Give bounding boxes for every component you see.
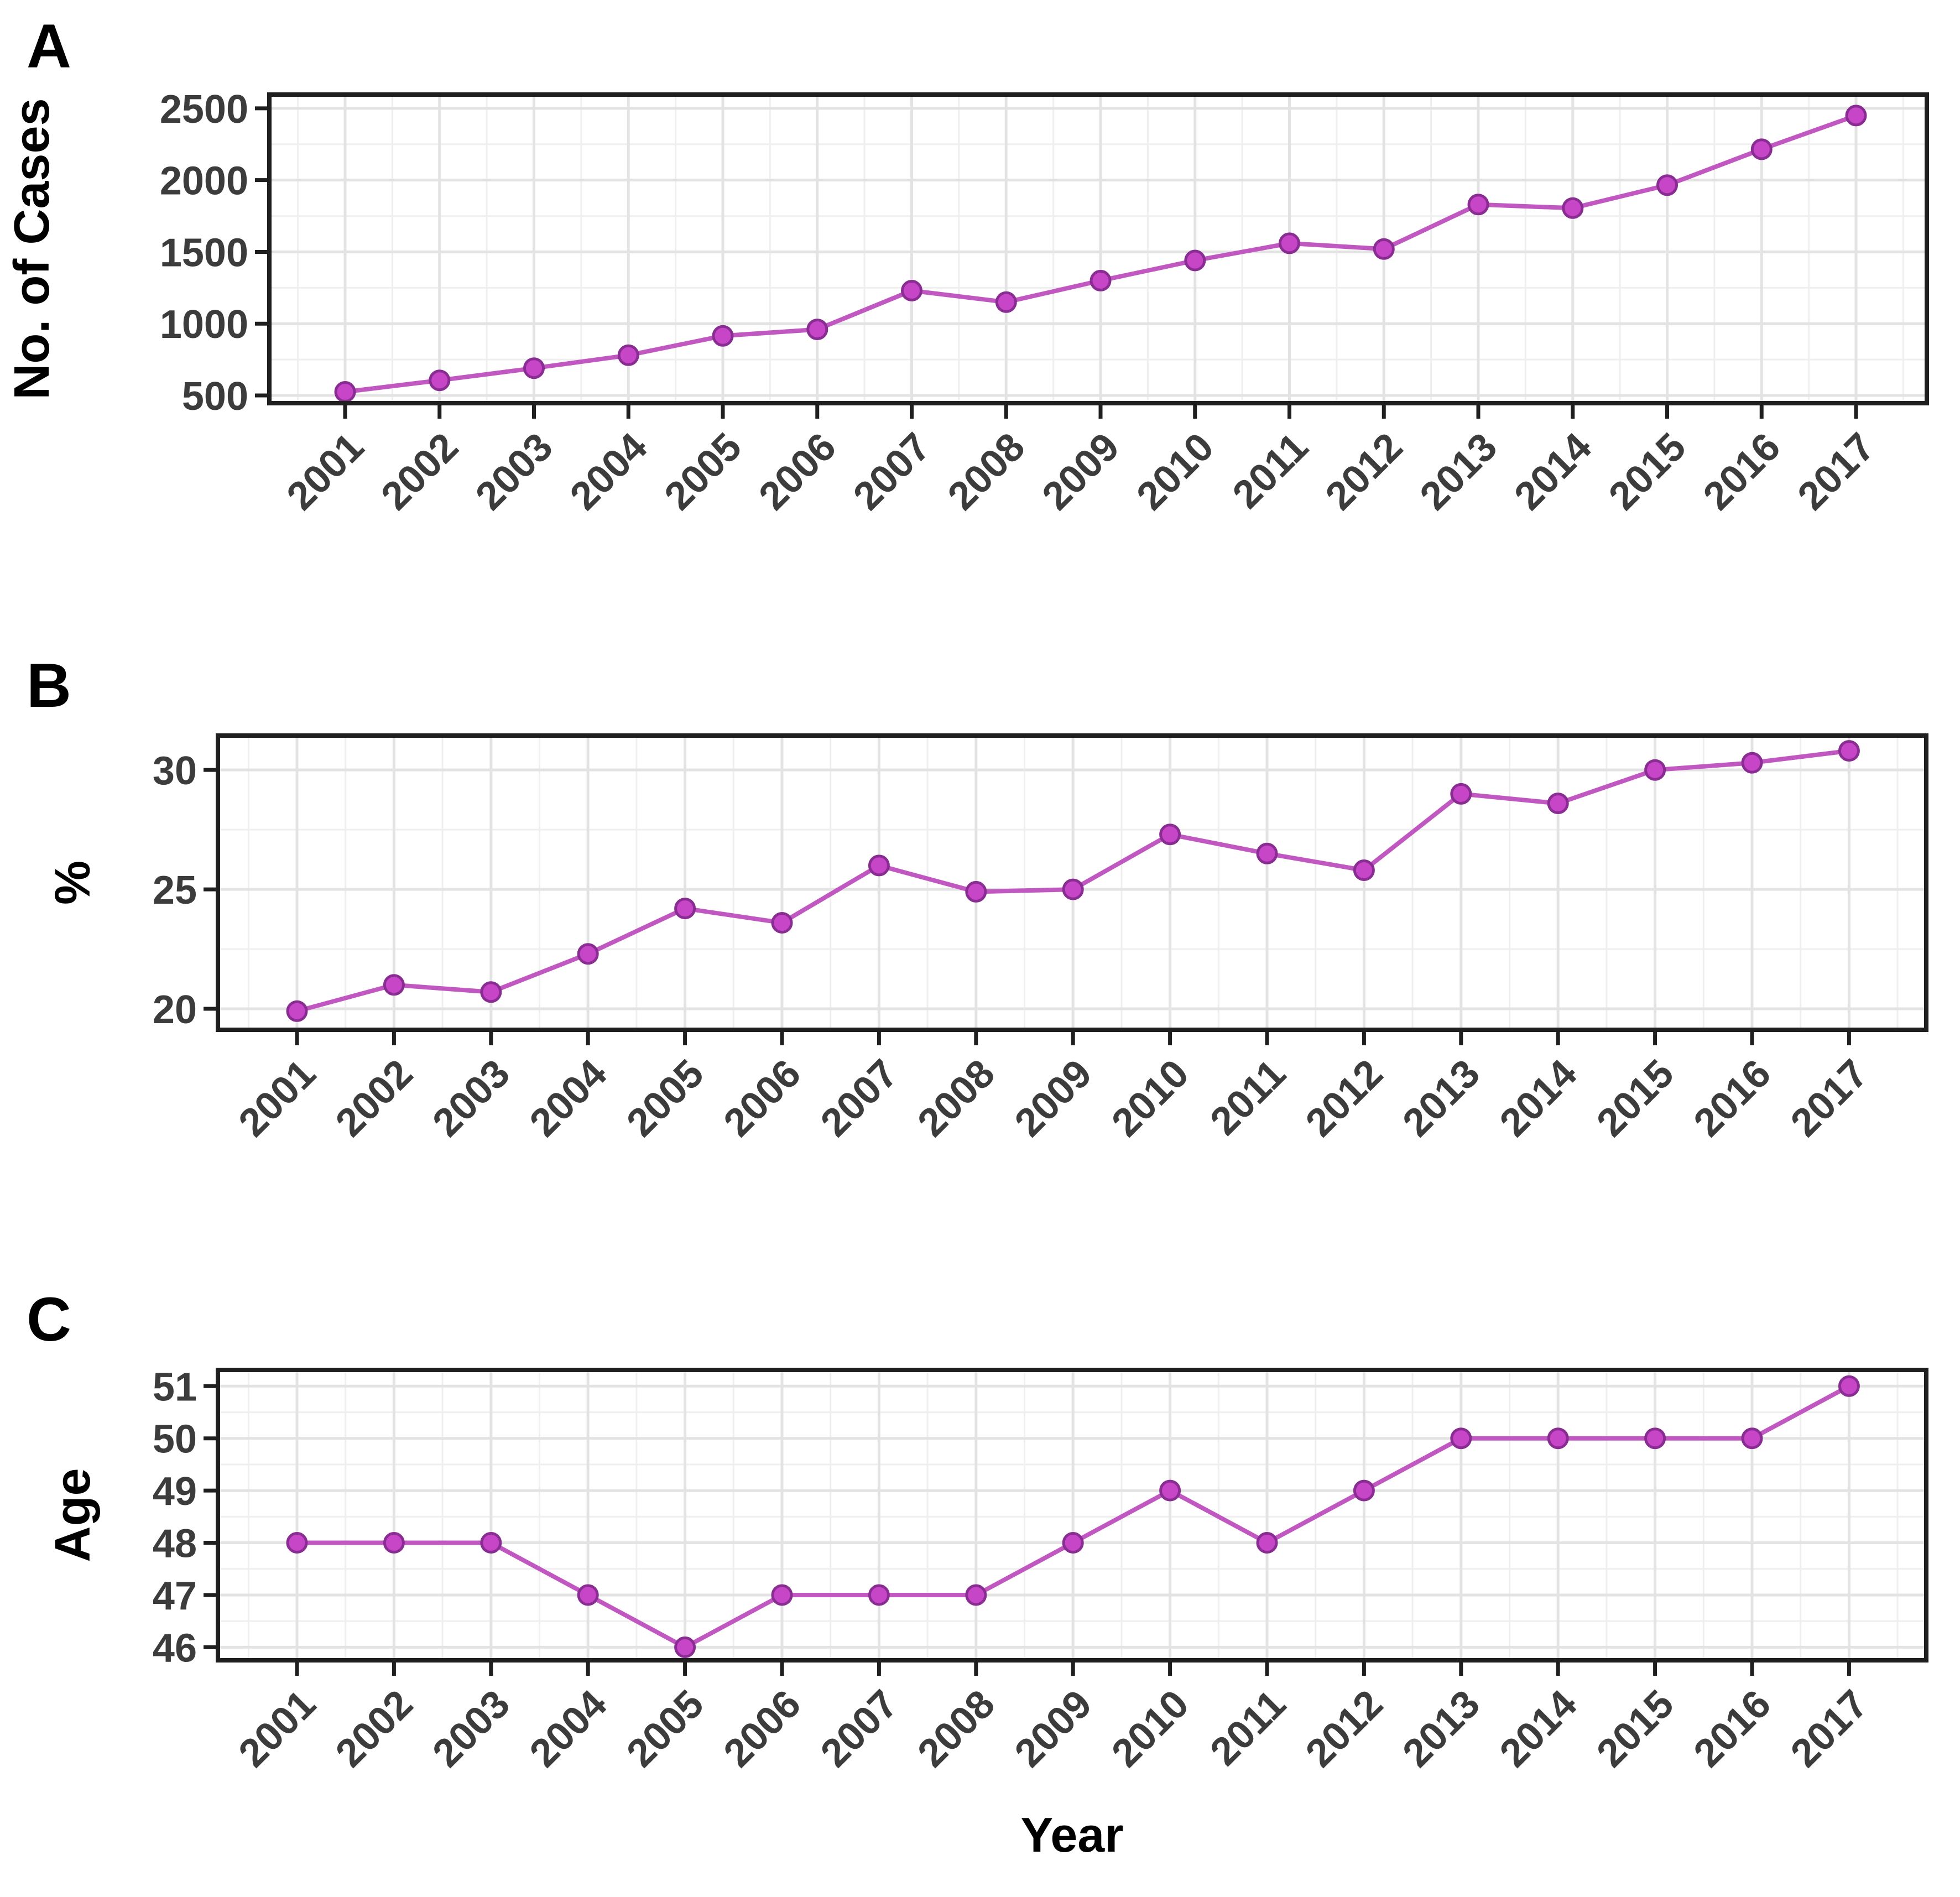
data-point — [1547, 793, 1569, 815]
y-tick-label: 47 — [153, 1574, 197, 1618]
y-axis: 20 25 30 — [153, 749, 217, 1032]
data-point — [1845, 105, 1867, 127]
panel-letter: A — [27, 12, 71, 81]
y-tick-label: 30 — [153, 749, 197, 793]
data-point — [577, 1584, 599, 1606]
data-point — [674, 898, 696, 920]
data-point — [1159, 1479, 1181, 1502]
data-point — [1184, 249, 1206, 272]
data-point — [480, 981, 502, 1003]
y-axis-title: Age — [45, 1468, 101, 1562]
y-tick-label: 2000 — [160, 159, 248, 204]
y-tick-label: 2500 — [160, 87, 248, 132]
data-point — [965, 880, 987, 903]
data-point — [383, 974, 405, 996]
grid-minor — [269, 95, 1927, 403]
data-point — [286, 1000, 308, 1022]
panel-letter: C — [27, 1285, 71, 1354]
data-point — [1450, 783, 1472, 805]
y-tick-label: 50 — [153, 1417, 197, 1462]
data-point — [1279, 232, 1300, 254]
data-point — [334, 381, 356, 403]
data-point — [1741, 752, 1763, 774]
data-point — [1159, 824, 1181, 846]
data-point — [771, 1584, 793, 1606]
data-point — [1838, 740, 1860, 762]
data-point — [868, 1584, 890, 1606]
data-point — [1562, 197, 1584, 219]
data-point — [1450, 1427, 1472, 1450]
y-axis-title: No. of Cases — [4, 98, 60, 399]
series-points — [286, 1375, 1860, 1658]
data-point — [806, 319, 828, 341]
data-point — [1547, 1427, 1569, 1450]
data-point — [712, 325, 734, 347]
data-point — [286, 1532, 308, 1554]
data-point — [429, 369, 451, 392]
panel-letter: B — [27, 651, 71, 720]
data-point — [383, 1532, 405, 1554]
data-point — [901, 280, 922, 301]
data-point — [1353, 1479, 1375, 1502]
data-point — [868, 854, 890, 877]
y-tick-label: 49 — [153, 1469, 197, 1514]
y-tick-label: 48 — [153, 1522, 197, 1566]
data-point — [1062, 878, 1084, 900]
y-tick-label: 46 — [153, 1626, 197, 1670]
data-point — [577, 943, 599, 965]
data-point — [1656, 174, 1678, 196]
data-point — [1256, 1532, 1278, 1554]
data-point — [617, 344, 639, 366]
data-point — [674, 1636, 696, 1658]
data-point — [1256, 842, 1278, 864]
data-point — [965, 1584, 987, 1606]
panel-border — [216, 1368, 1928, 1663]
panel-border — [267, 92, 1929, 405]
data-point — [1373, 238, 1395, 260]
data-point — [1750, 138, 1773, 160]
y-axis-title: % — [45, 861, 101, 905]
y-tick-label: 1000 — [160, 303, 248, 347]
grid-major — [218, 736, 1926, 1030]
y-tick-label: 51 — [153, 1365, 197, 1409]
data-point — [1644, 759, 1666, 781]
data-point — [480, 1532, 502, 1554]
data-point — [1467, 194, 1489, 216]
panel-border — [216, 733, 1928, 1032]
y-tick-label: 20 — [153, 988, 197, 1032]
data-point — [523, 357, 545, 379]
data-point — [771, 912, 793, 934]
data-point — [1644, 1427, 1666, 1450]
data-point — [1062, 1532, 1084, 1554]
y-axis: 500 1000 1500 2000 2500 — [160, 87, 268, 419]
data-point — [1353, 859, 1375, 881]
series-points — [334, 105, 1867, 403]
y-tick-label: 1500 — [160, 231, 248, 275]
y-axis: 46 47 48 49 50 51 — [153, 1365, 217, 1670]
data-point — [1090, 269, 1112, 291]
y-tick-label: 500 — [182, 374, 248, 419]
data-point — [995, 291, 1017, 313]
series-points — [286, 740, 1860, 1022]
data-point — [1838, 1375, 1860, 1397]
data-point — [1741, 1427, 1763, 1450]
y-tick-label: 25 — [153, 868, 197, 913]
x-axis-title: Year — [1021, 1807, 1124, 1862]
